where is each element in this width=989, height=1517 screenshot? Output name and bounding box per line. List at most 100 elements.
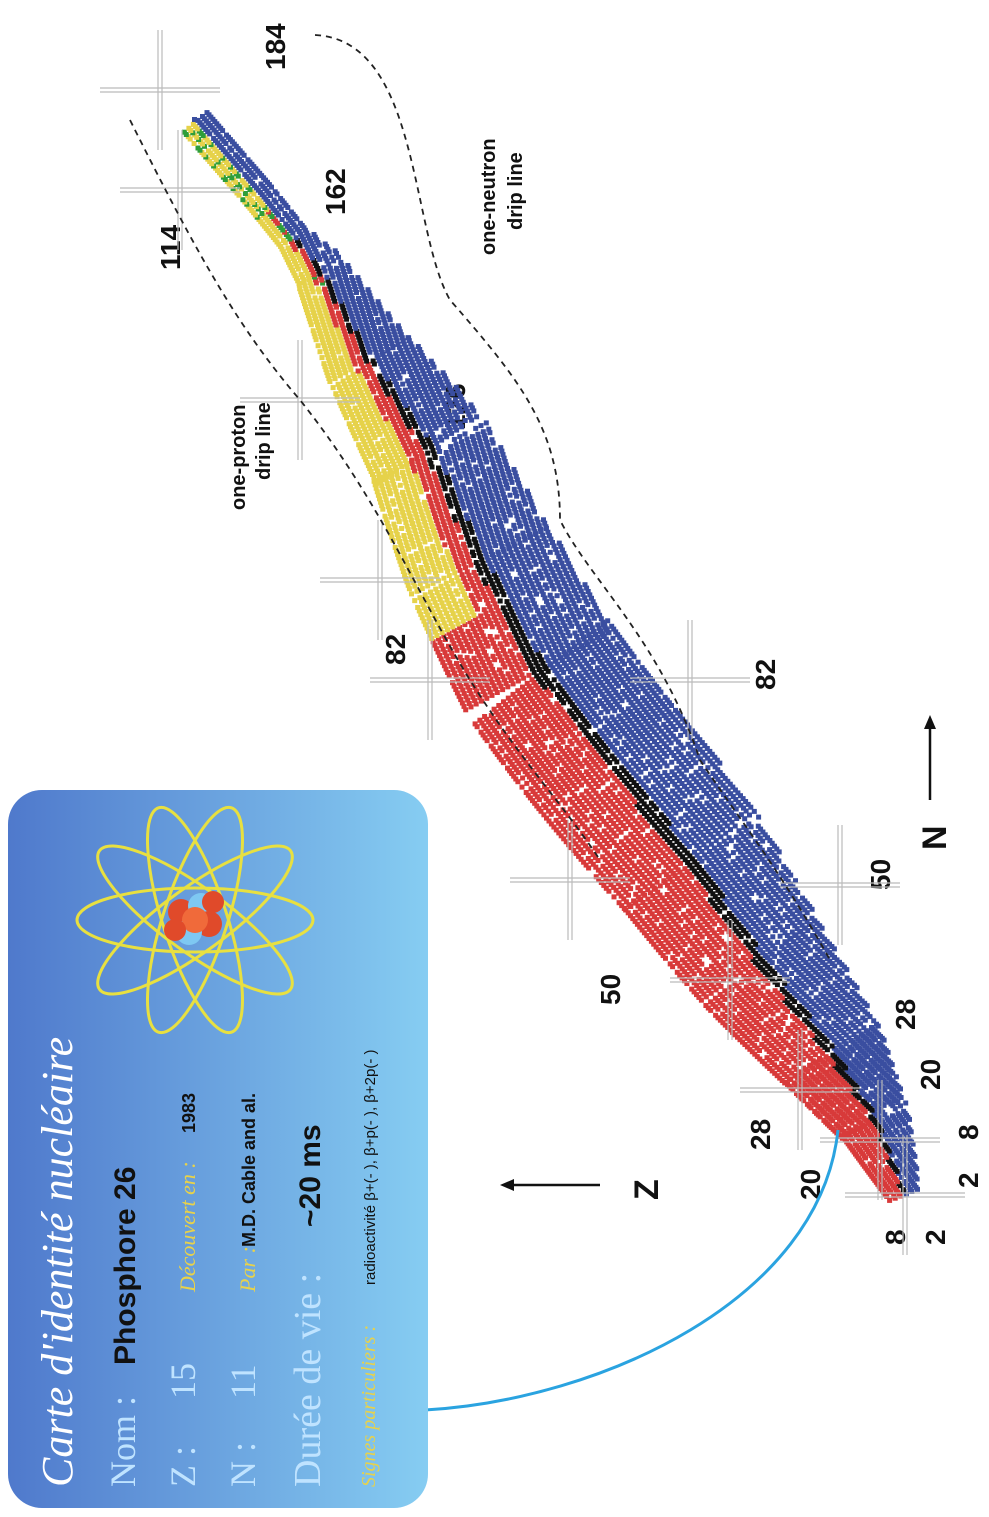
nuclide-cell <box>581 736 587 742</box>
nuclide-cell <box>647 752 653 758</box>
nuclide-cell <box>565 775 571 780</box>
magic-n-label: 50 <box>865 859 896 890</box>
nuclide-cell <box>497 611 503 617</box>
nuclide-cell <box>649 687 655 693</box>
nuclide-cell <box>702 752 708 758</box>
nuclide-cell <box>492 718 498 724</box>
nuclide-cell <box>537 555 543 561</box>
nuclide-cell <box>586 693 592 699</box>
nuclide-cell <box>760 932 766 938</box>
nuclide-cell <box>689 865 695 871</box>
nuclide-cell <box>728 968 734 974</box>
nuclide-cell <box>589 804 595 810</box>
nuclide-cell <box>741 834 747 840</box>
nuclide-cell <box>583 611 589 617</box>
nuclide-cell <box>444 653 449 659</box>
nuclide-cell <box>495 651 501 656</box>
nuclide-cell <box>534 634 540 640</box>
nuclide-cell <box>611 657 617 662</box>
nuclide-cell <box>566 561 572 567</box>
nuclide-cell <box>677 787 683 793</box>
nuclide-cell <box>795 899 801 905</box>
nuclide-cell <box>532 761 538 767</box>
nuclide-cell <box>543 766 549 772</box>
nuclide-cell <box>709 945 715 951</box>
nuclide-cell <box>603 745 609 751</box>
nuclide-cell <box>532 509 537 515</box>
nuclide-cell <box>754 887 759 893</box>
nuclide-cell <box>677 972 683 978</box>
nuclide-cell <box>570 571 576 577</box>
nuclide-cell <box>442 607 448 613</box>
nuclide-cell <box>598 719 603 725</box>
nuclide-cell <box>717 899 723 905</box>
nuclide-cell <box>560 564 566 570</box>
nuclide-cell <box>815 1071 821 1077</box>
nuclide-cell <box>575 680 581 685</box>
nuclide-cell <box>414 588 420 594</box>
nuclide-cell <box>663 928 669 934</box>
nuclide-cell <box>579 792 585 798</box>
nuclide-cell <box>634 866 640 872</box>
nuclide-cell <box>623 899 629 905</box>
nuclide-cell <box>603 876 609 882</box>
nuclide-cell <box>499 748 505 754</box>
nuclide-cell <box>733 806 739 812</box>
nuclide-cell <box>465 697 471 703</box>
nuclide-cell <box>730 868 736 874</box>
nuclide-cell <box>637 888 643 894</box>
nuclide-cell <box>802 916 808 922</box>
nuclide-cell <box>770 916 776 922</box>
nuclide-cell <box>758 911 764 917</box>
nuclide-cell <box>629 651 635 657</box>
nuclide-cell <box>605 679 611 684</box>
nuclide-cell <box>710 882 716 888</box>
nuclide-cell <box>550 665 556 671</box>
nuclide-cell <box>661 713 667 718</box>
nuclide-cell <box>431 596 436 602</box>
nuclide-cell <box>784 933 790 938</box>
nuclide-cell <box>524 613 530 619</box>
nuclide-cell <box>735 958 741 964</box>
nuclide-cell <box>677 936 683 942</box>
nuclide-cell <box>642 811 647 816</box>
nuclide-cell <box>658 941 664 946</box>
nuclide-cell <box>438 583 444 589</box>
nuclide-cell <box>557 570 563 576</box>
nuclide-cell <box>808 1072 814 1078</box>
nuclide-cell <box>517 691 523 696</box>
nuclide-cell <box>642 736 648 742</box>
nuclide-cell <box>596 668 602 674</box>
nuclide-cell <box>818 991 824 997</box>
nuclide-cell <box>675 803 681 809</box>
nuclide-cell <box>551 573 557 579</box>
nuclide-cell <box>519 544 524 550</box>
nuclide-cell <box>582 824 588 830</box>
nuclide-cell <box>766 865 772 871</box>
nuclide-cell <box>561 730 567 736</box>
nuclide-cell <box>501 621 507 627</box>
nuclide-cell <box>748 842 753 848</box>
nuclide-cell <box>602 857 608 863</box>
nuclide-cell <box>575 758 581 764</box>
nuclide-cell <box>701 973 707 979</box>
nuclide-cell <box>744 885 750 891</box>
nuclide-cell <box>661 741 667 747</box>
nuclide-cell <box>509 652 515 657</box>
nuclide-cell <box>724 814 730 819</box>
nuclide-cell <box>545 729 551 735</box>
nuclide-cell <box>863 1028 869 1034</box>
nuclide-cell <box>804 1101 810 1107</box>
nuclide-cell <box>574 776 580 782</box>
magic-n-label: 2 <box>953 1172 984 1188</box>
nuclide-cell <box>666 727 671 733</box>
nuclide-cell <box>623 761 629 767</box>
nuclide-cell <box>704 845 710 851</box>
nuclide-cell <box>626 727 632 733</box>
nuclide-cell <box>521 662 527 668</box>
nuclide-cell <box>730 877 736 883</box>
nuclide-cell <box>496 754 502 760</box>
nuclide-cell <box>565 630 571 635</box>
nuclide-cell <box>702 919 708 925</box>
nuclide-cell <box>469 609 475 615</box>
